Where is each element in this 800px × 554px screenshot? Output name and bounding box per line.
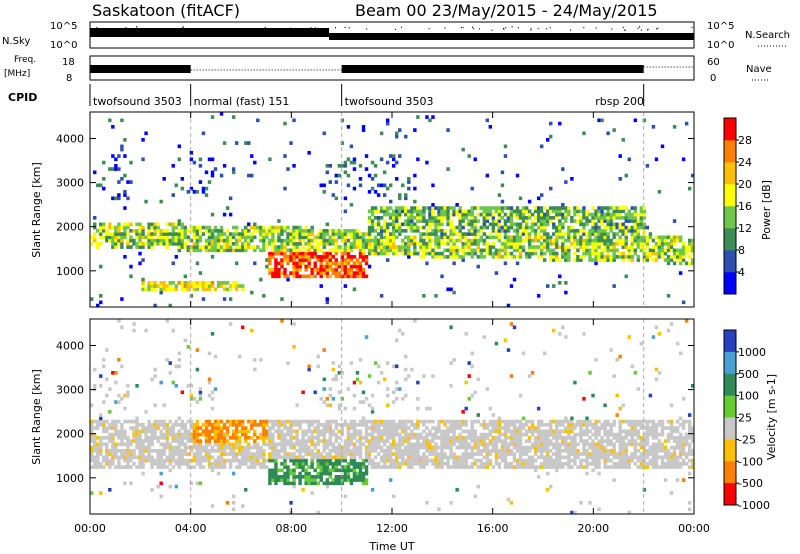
nsearch-label: N.Search xyxy=(745,30,790,41)
colorbar-tick-label: 500 xyxy=(738,368,759,381)
colorbar-tick-label: -100 xyxy=(738,455,763,468)
power-colorbar: 4 8 12 16 20 24 28 xyxy=(723,117,752,295)
colorbar-swatch xyxy=(724,483,736,506)
freq-tick-bottom: 8 xyxy=(66,73,72,84)
colorbar-swatch xyxy=(724,184,736,207)
x-tick-label: 04:00 xyxy=(175,522,207,535)
power-heatmap xyxy=(90,112,695,308)
cpid-label: CPID xyxy=(8,91,37,104)
velocity-colorbar-label: Velocity [m s-1] xyxy=(765,374,778,460)
colorbar-swatch xyxy=(724,351,736,375)
colorbar-swatch xyxy=(724,140,736,163)
x-tick-label: 08:00 xyxy=(275,522,307,535)
cpid-label-item: twofsound 3503 xyxy=(345,95,434,108)
cpid-label-item: normal (fast) 151 xyxy=(194,95,290,108)
colorbar-swatch xyxy=(724,461,736,484)
x-tick-label: 12:00 xyxy=(376,522,408,535)
colorbar-tick-label: 20 xyxy=(738,178,752,191)
colorbar-swatch xyxy=(724,228,736,251)
power-colorbar-label: Power [dB] xyxy=(760,180,773,240)
cpid-label-item: rbsp 200 xyxy=(595,95,644,108)
x-tick-label: 16:00 xyxy=(477,522,509,535)
colorbar-swatch xyxy=(724,330,736,353)
power-y-axis: 1000 2000 3000 4000 xyxy=(56,132,694,278)
colorbar-tick-label: 28 xyxy=(738,134,752,147)
time-axis: 00:00 04:00 08:00 12:00 16:00 20:00 00:00 xyxy=(74,112,710,535)
power-ylabel: Slant Range [km] xyxy=(30,162,43,258)
colorbar-swatch xyxy=(724,439,736,462)
y-tick-label: 4000 xyxy=(56,339,84,352)
colorbar-tick-label: -500 xyxy=(738,477,763,490)
nsky-left-tick-bottom: 10^0 xyxy=(50,40,77,51)
nsky-right-tick-top: 10^5 xyxy=(707,21,734,32)
y-tick-label: 3000 xyxy=(56,384,84,397)
velocity-heatmap xyxy=(90,319,695,515)
colorbar-tick-label: -1000 xyxy=(738,499,770,512)
colorbar-tick-label: -25 xyxy=(738,433,756,446)
freq-label: Freq. xyxy=(14,55,36,65)
colorbar-swatch xyxy=(724,250,736,273)
time-axis-label: Time UT xyxy=(368,540,414,553)
colorbar-tick-label: 4 xyxy=(738,266,745,279)
y-tick-label: 4000 xyxy=(56,132,84,145)
x-tick-label: 00:00 xyxy=(74,522,106,535)
y-tick-label: 2000 xyxy=(56,221,84,234)
freq-unit: [MHz] xyxy=(4,69,30,79)
colorbar-swatch xyxy=(724,272,736,295)
colorbar-tick-label: 16 xyxy=(738,200,752,213)
y-tick-label: 1000 xyxy=(56,472,84,485)
colorbar-swatch xyxy=(724,118,736,141)
colorbar-swatch xyxy=(724,417,736,440)
station-title: Saskatoon (fitACF) xyxy=(92,1,240,20)
colorbar-tick-label: 25 xyxy=(738,412,752,425)
nsky-label: N.Sky xyxy=(2,36,30,47)
colorbar-swatch xyxy=(724,206,736,229)
colorbar-tick-label: 1000 xyxy=(738,346,766,359)
colorbar-tick-label: 100 xyxy=(738,390,759,403)
freq-tick-top: 18 xyxy=(62,57,75,68)
y-tick-label: 3000 xyxy=(56,177,84,190)
velocity-ylabel: Slant Range [km] xyxy=(30,369,43,465)
colorbar-tick-label: 8 xyxy=(738,244,745,257)
cpid-segments: twofsound 3503 normal (fast) 151 twofsound… xyxy=(89,84,645,108)
beam-date-title: Beam 00 23/May/2015 - 24/May/2015 xyxy=(355,1,658,20)
x-tick-label: 20:00 xyxy=(577,522,609,535)
nave-label: Nave xyxy=(746,64,772,75)
nave-tick-top: 60 xyxy=(707,57,720,68)
velocity-y-axis: 1000 2000 3000 4000 xyxy=(56,339,694,485)
colorbar-tick-label: 24 xyxy=(738,156,752,169)
colorbar-swatch xyxy=(724,395,736,418)
x-tick-label: 00:00 xyxy=(678,522,710,535)
y-tick-label: 1000 xyxy=(56,265,84,278)
nsky-left-tick-top: 10^5 xyxy=(50,21,77,32)
nave-tick-bottom: 0 xyxy=(710,73,716,84)
colorbar-swatch xyxy=(724,373,736,396)
velocity-colorbar: 1000 500 100 25 -25 -100 -500 -1000 xyxy=(723,329,770,512)
nsky-trace xyxy=(90,26,694,40)
freq-trace xyxy=(90,65,694,73)
colorbar-swatch xyxy=(724,162,736,185)
colorbar-tick-label: 12 xyxy=(738,222,752,235)
nsky-right-tick-bottom: 10^0 xyxy=(707,40,734,51)
y-tick-label: 2000 xyxy=(56,428,84,441)
cpid-label-item: twofsound 3503 xyxy=(93,95,182,108)
